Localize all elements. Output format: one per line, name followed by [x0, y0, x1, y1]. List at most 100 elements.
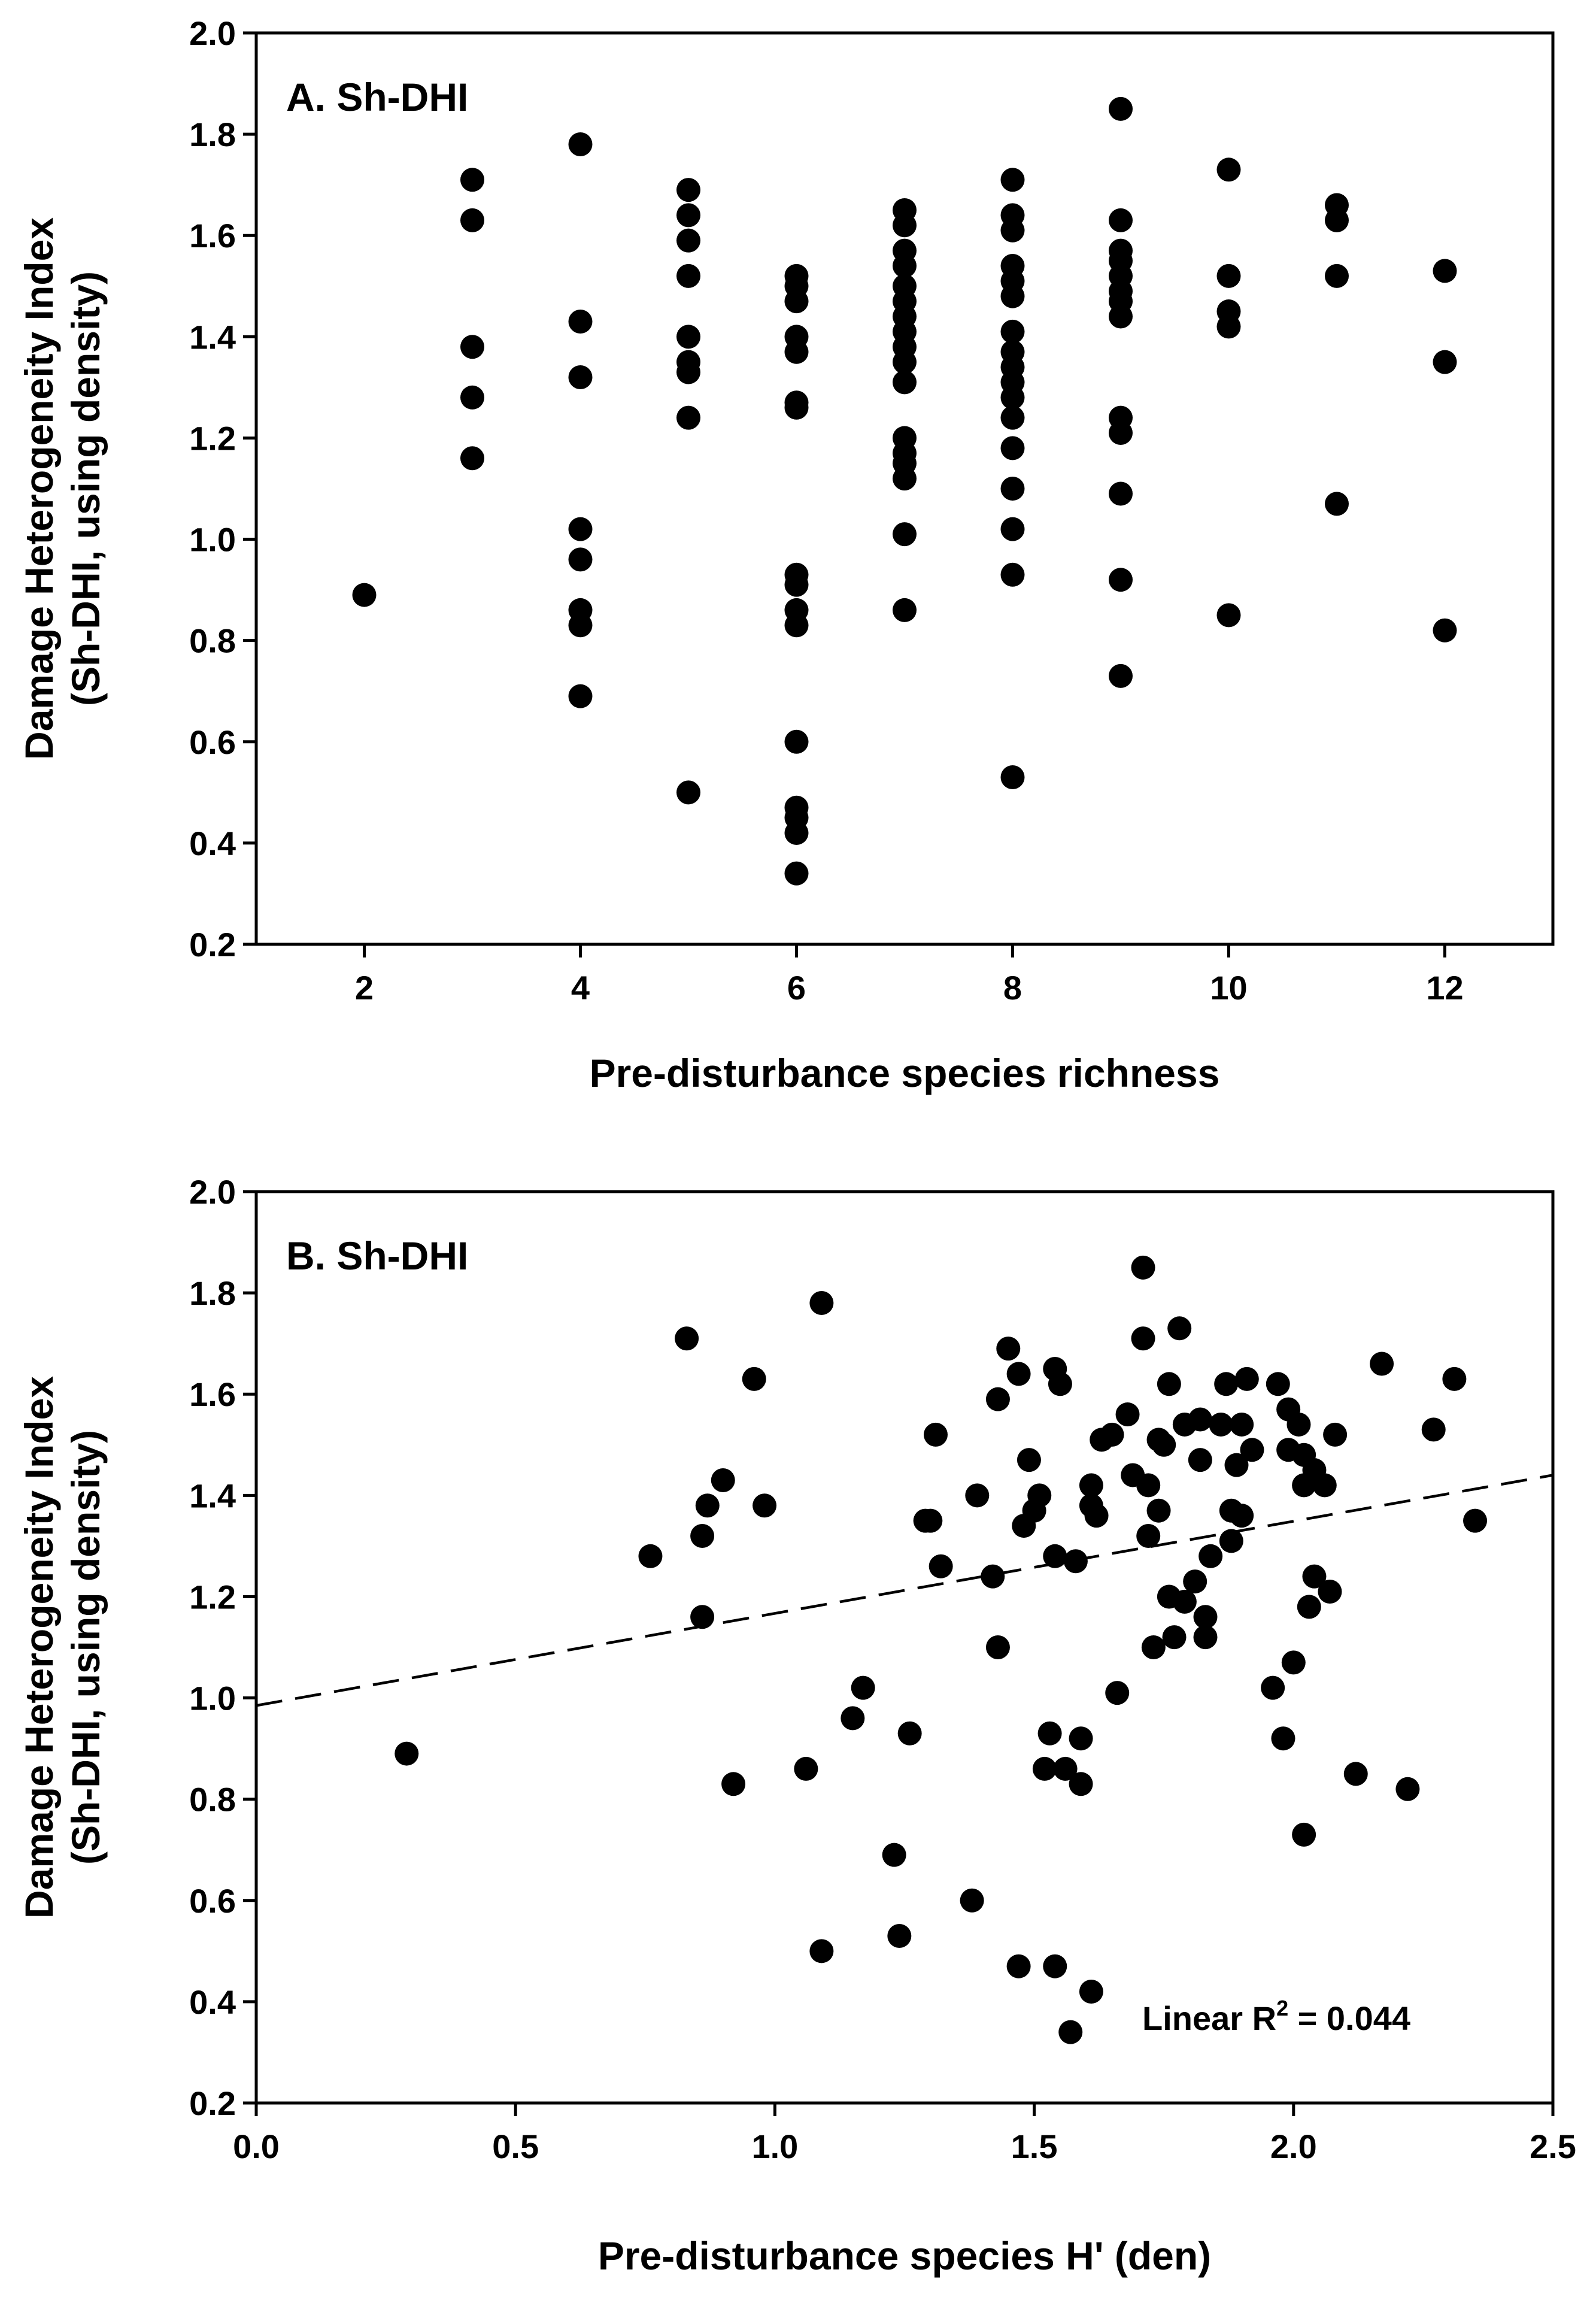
panel-a-y-tick-label: 0.2	[189, 926, 236, 963]
panel-b-data-point	[1193, 1625, 1218, 1650]
panel-b-data-point	[1157, 1372, 1181, 1396]
panel-b-data-point	[1463, 1508, 1488, 1533]
panel-b-data-point	[1141, 1635, 1166, 1659]
panel-b-data-point	[1219, 1529, 1243, 1553]
panel-b-data-point	[1167, 1316, 1192, 1341]
panel-b-data-point	[1063, 1549, 1088, 1574]
panel-a-data-point	[1000, 765, 1025, 789]
panel-b-data-point	[985, 1635, 1010, 1659]
panel-b-data-point	[1136, 1523, 1161, 1548]
panel-b-data-point	[1286, 1412, 1311, 1437]
panel-b-data-point	[1172, 1589, 1197, 1614]
panel-b-data-point	[1395, 1777, 1420, 1801]
panel-b-y-tick-label: 1.6	[189, 1375, 236, 1413]
panel-a-data-point	[676, 263, 700, 288]
panel-a-y-tick-label: 1.4	[189, 318, 236, 356]
panel-b-data-point	[1006, 1362, 1031, 1386]
panel-a-data-point	[676, 203, 700, 228]
panel-b-y-tick-label: 2.0	[189, 1173, 236, 1211]
panel-b-data-point	[742, 1366, 766, 1391]
panel-a-y-tick-label: 0.4	[189, 825, 236, 862]
panel-b-data-point	[1224, 1453, 1249, 1477]
panel-a-data-point	[1000, 562, 1025, 587]
panel-a-data-point	[1109, 96, 1133, 121]
panel-b-y-tick-label: 0.6	[189, 1882, 236, 1920]
panel-b-data-point	[1240, 1438, 1264, 1462]
panel-a-x-axis-title: Pre-disturbance species richness	[590, 1051, 1220, 1095]
panel-b-data-point	[1152, 1432, 1176, 1457]
panel-b-linear-fit-line	[256, 1474, 1553, 1707]
panel-a-data-point	[460, 335, 484, 359]
r-squared-prefix: Linear R	[1142, 1999, 1276, 2037]
panel-b-data-point	[721, 1772, 746, 1796]
panel-a-data-point	[1433, 259, 1457, 283]
panel-b-data-point	[690, 1605, 715, 1629]
panel-a-data-point	[1216, 314, 1241, 339]
panel-b-data-point	[1198, 1544, 1223, 1568]
panel-b-data-point	[923, 1422, 948, 1447]
panel-b-data-point	[1271, 1726, 1295, 1751]
panel-b-data-point	[395, 1741, 419, 1766]
panel-a-x-tick-label: 10	[1210, 969, 1247, 1007]
panel-a-data-point	[893, 370, 917, 395]
panel-b-data-point	[1162, 1625, 1187, 1650]
panel-a-data-point	[676, 325, 700, 349]
panel-b-data-point	[985, 1387, 1010, 1411]
panel-a-data-point	[676, 178, 700, 202]
panel-a-data-point	[568, 613, 593, 638]
panel-b-data-point	[1043, 1544, 1067, 1568]
panel-a-data-point	[676, 780, 700, 805]
panel-a-data-point	[568, 547, 593, 572]
panel-a-data-point	[460, 385, 484, 410]
panel-b-data-point	[690, 1523, 715, 1548]
panel-b-x-axis-title: Pre-disturbance species H' (den)	[598, 2234, 1211, 2278]
panel-b-data-point	[711, 1468, 735, 1492]
panel-b-data-point	[1281, 1650, 1306, 1675]
panel-b-data-point	[1442, 1366, 1467, 1391]
panel-b-data-point	[882, 1843, 906, 1867]
panel-a-data-point	[1000, 284, 1025, 308]
panel-b-data-point	[996, 1337, 1021, 1361]
panel-a-data-point	[568, 517, 593, 541]
panel-a-ticks: 2 4 6 8 10 12 0.2 0.4 0.6 0.8 1.0 1.2 1.4 1.6 1.8 2.0	[189, 14, 1464, 1007]
panel-a-data-point	[1000, 385, 1025, 410]
panel-a-data-point	[1433, 618, 1457, 643]
panel-b-data-point	[1370, 1352, 1394, 1376]
panel-b-data-point	[965, 1483, 990, 1508]
panel-a-data-point	[1216, 603, 1241, 628]
panel-a-y-axis-title-line2: (Sh-DHI, using density)	[63, 271, 108, 706]
panel-b-data-point	[1100, 1422, 1124, 1447]
panel-a-data-point	[1000, 168, 1025, 192]
panel-a-data-point	[893, 598, 917, 622]
panel-b-y-tick-label: 0.4	[189, 1983, 236, 2021]
panel-a-data-point	[1433, 350, 1457, 374]
panel-b-data-point	[1230, 1412, 1254, 1437]
panel-b-data-point	[1302, 1564, 1327, 1589]
panel-b-data-point	[841, 1706, 865, 1731]
panel-a-data-point	[784, 340, 809, 364]
panel-b-x-tick-label: 0.5	[492, 2128, 539, 2165]
panel-b-data-point	[1069, 1726, 1093, 1751]
panel-b-data-point	[1105, 1681, 1130, 1705]
panel-b-data-point	[1188, 1407, 1212, 1432]
panel-b-data-point	[638, 1544, 663, 1568]
panel-b-x-tick-label: 2.5	[1530, 2128, 1576, 2165]
panel-a-y-tick-label: 2.0	[189, 14, 236, 52]
panel-a-data-point	[568, 365, 593, 389]
panel-b-data-point	[1312, 1473, 1337, 1498]
panel-b-data-point	[851, 1675, 875, 1700]
panel-a-x-tick-label: 4	[571, 969, 590, 1007]
panel-a-x-tick-label: 2	[355, 969, 374, 1007]
panel-b-data-point	[1261, 1675, 1285, 1700]
panel-a-y-axis-title-line1: Damage Heterogeneity Index	[17, 217, 61, 760]
panel-a-data-point	[1000, 405, 1025, 430]
panel-a-y-tick-label: 1.2	[189, 419, 236, 457]
panel-a-data-point	[460, 168, 484, 192]
panel-b-data-point	[1053, 1756, 1078, 1781]
panel-b-data-point	[809, 1939, 834, 1963]
panel-b-x-tick-label: 0.0	[233, 2128, 280, 2165]
panel-a-data-point	[1000, 436, 1025, 460]
panel-a-data-point	[352, 583, 377, 607]
panel-a-data-point	[1000, 319, 1025, 344]
panel-b-data-point	[1131, 1255, 1155, 1280]
